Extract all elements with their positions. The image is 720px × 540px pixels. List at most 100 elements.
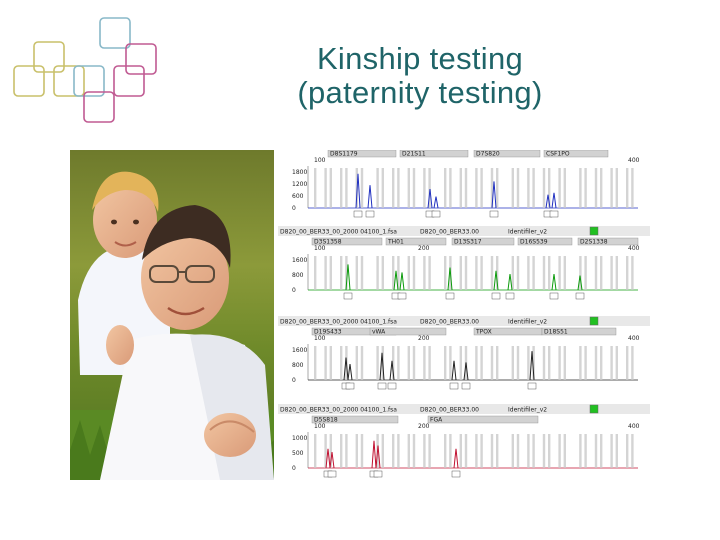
scale-right: 400 — [628, 245, 640, 252]
allele-bin — [360, 168, 364, 208]
allele-call-box — [345, 382, 355, 390]
allele-bin — [579, 168, 582, 208]
peak — [367, 185, 373, 209]
allele-call-box — [461, 382, 471, 390]
allele-bin — [475, 256, 478, 290]
peak — [463, 362, 469, 381]
scale-mid: 200 — [418, 335, 430, 342]
allele-bin — [496, 434, 499, 468]
allele-bin — [345, 256, 348, 290]
allele-bin — [329, 168, 332, 208]
peak — [379, 352, 385, 381]
allele-bin — [428, 346, 431, 380]
peak — [551, 192, 557, 209]
allele-bin — [496, 346, 499, 380]
y-tick-label: 1600 — [292, 257, 307, 264]
allele-bin — [532, 256, 535, 290]
y-tick-label: 1600 — [292, 347, 307, 354]
locus-header — [385, 237, 447, 246]
file-label: D820_00_BER33.00 — [420, 319, 479, 326]
locus-label: D5S818 — [314, 417, 338, 424]
scale-left: 100 — [314, 245, 326, 252]
allele-bin — [407, 434, 410, 468]
allele-bin — [558, 256, 561, 290]
locus-header — [369, 327, 447, 336]
allele-bin — [548, 434, 551, 468]
allele-bin — [392, 434, 395, 468]
peak — [447, 267, 453, 291]
allele-bin — [480, 168, 483, 208]
allele-bin — [563, 434, 566, 468]
peak — [453, 448, 459, 469]
allele-bin — [407, 256, 410, 290]
scale-left: 100 — [314, 157, 326, 164]
allele-bin — [563, 256, 566, 290]
allele-bin — [594, 346, 598, 380]
allele-bin — [397, 434, 400, 468]
peak — [393, 270, 399, 291]
peak — [491, 181, 497, 209]
file-label: Identifiler_v2 — [508, 407, 547, 414]
allele-bin — [600, 434, 603, 468]
allele-bin — [626, 434, 629, 468]
allele-bin — [511, 434, 514, 468]
allele-bin — [542, 256, 546, 290]
allele-bin — [423, 256, 426, 290]
allele-bin — [626, 168, 629, 208]
allele-bin — [610, 256, 613, 290]
allele-bin — [563, 168, 566, 208]
scale-mid: 200 — [418, 245, 430, 252]
allele-bin — [584, 434, 587, 468]
allele-bin — [407, 168, 410, 208]
file-label: D820_00_BER33.00 — [420, 407, 479, 414]
allele-bin — [548, 256, 551, 290]
allele-bin — [464, 256, 468, 290]
peak — [345, 264, 351, 291]
allele-bin — [449, 346, 452, 380]
allele-bin — [626, 346, 629, 380]
title-line-2: (paternity testing) — [297, 75, 543, 110]
allele-bin — [464, 168, 468, 208]
allele-bin — [444, 434, 447, 468]
locus-header — [327, 150, 397, 158]
scale-mid: 200 — [418, 423, 430, 430]
allele-bin — [444, 256, 447, 290]
locus-label: D19S433 — [314, 329, 342, 336]
father-and-child-photo — [70, 150, 274, 480]
allele-bin — [412, 434, 416, 468]
allele-bin — [516, 434, 520, 468]
locus-header — [517, 237, 573, 246]
y-tick-label: 1000 — [292, 435, 307, 442]
locus-label: TH01 — [387, 239, 404, 246]
locus-label: TPOX — [475, 329, 492, 336]
allele-bin — [496, 256, 499, 290]
allele-bin — [376, 256, 379, 290]
allele-bin — [444, 168, 447, 208]
allele-bin — [579, 256, 582, 290]
peak — [451, 360, 457, 381]
slide-title: Kinship testing (paternity testing) — [270, 42, 570, 110]
status-indicator — [589, 316, 599, 326]
allele-bin — [558, 434, 561, 468]
locus-header — [311, 415, 399, 424]
locus-header — [427, 415, 539, 424]
allele-bin — [324, 168, 327, 208]
peak — [329, 451, 335, 469]
allele-bin — [459, 168, 462, 208]
peak — [577, 275, 583, 291]
allele-bin — [615, 434, 618, 468]
allele-bin — [527, 434, 530, 468]
locus-label: D18S51 — [544, 329, 568, 336]
file-info-bar — [278, 226, 650, 236]
allele-bin — [480, 256, 483, 290]
peak — [355, 173, 361, 209]
allele-call-box — [397, 292, 407, 300]
peak — [389, 360, 395, 381]
allele-bin — [594, 168, 598, 208]
y-tick-label: 0 — [292, 465, 296, 472]
peak — [371, 440, 377, 469]
file-label: D820_00_BER33_00_2000 04100_1.fsa — [280, 319, 397, 326]
allele-bin — [324, 346, 327, 380]
allele-bin — [542, 168, 546, 208]
allele-bin — [527, 168, 530, 208]
